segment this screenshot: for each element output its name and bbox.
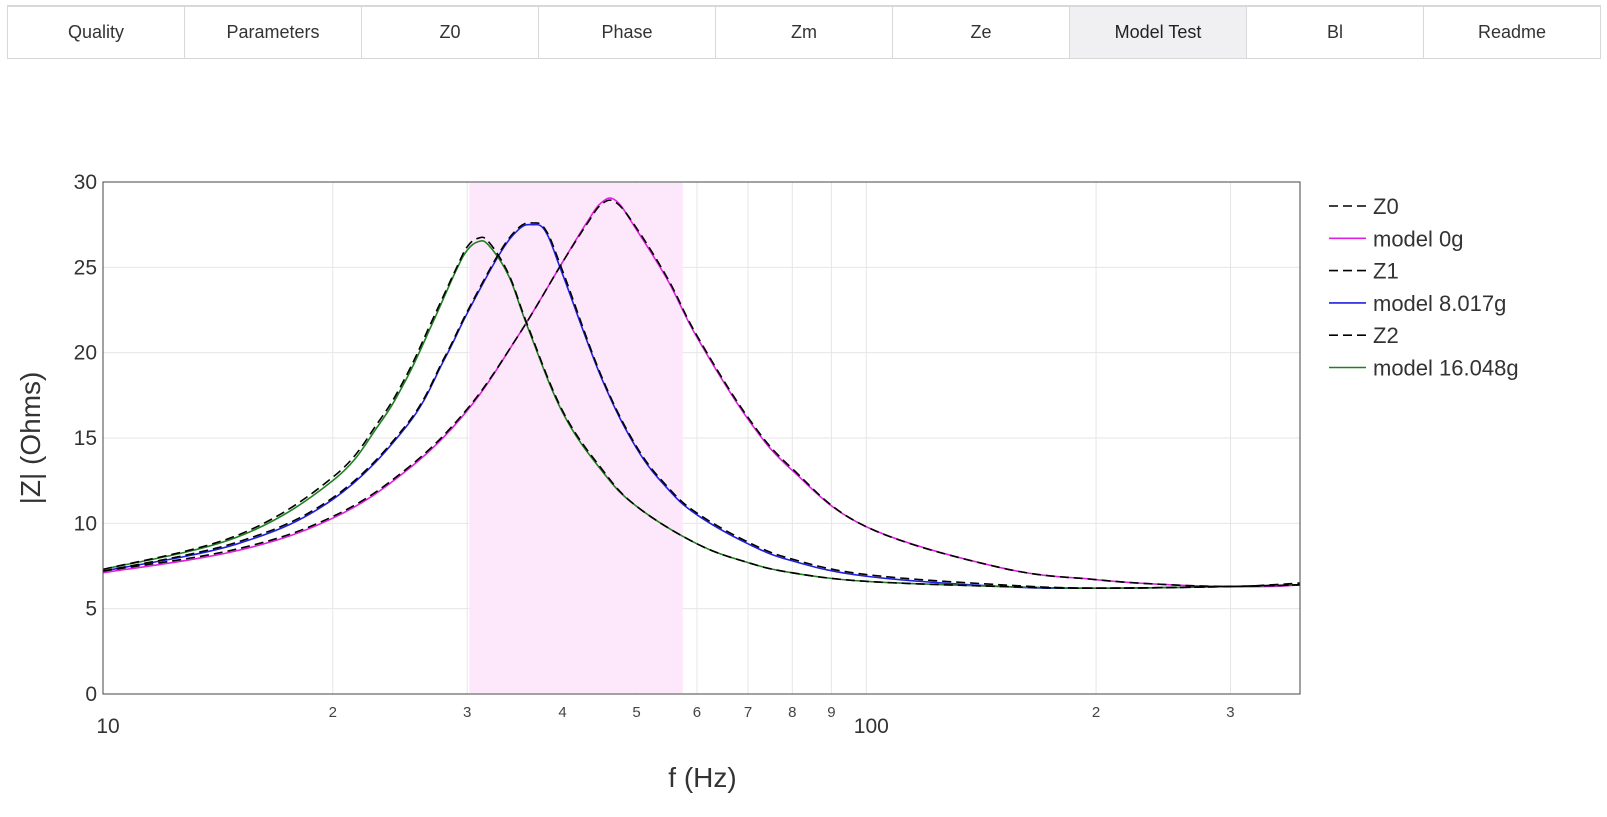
series-line-z1 <box>102 222 1301 590</box>
y-tick-label: 10 <box>74 512 97 535</box>
x-tick-label: 10 <box>96 715 119 738</box>
legend-label: model 8.017g <box>1373 291 1506 316</box>
y-tick-label: 20 <box>74 342 97 365</box>
x-minor-tick-label: 3 <box>463 704 471 721</box>
tab-bar: Quality Parameters Z0 Phase Zm Ze Model Test Bl… <box>7 5 1601 59</box>
y-tick-label: 5 <box>85 598 97 621</box>
series-line-model-8-017g <box>102 223 1301 590</box>
plot-frame <box>102 181 1301 695</box>
tab-ze[interactable]: Ze <box>892 7 1069 58</box>
x-minor-tick-label: 2 <box>1092 704 1100 721</box>
y-tick-label: 30 <box>74 171 97 194</box>
y-tick-label: 15 <box>74 427 97 450</box>
legend: Z0 model 0g Z1 model 8.017g Z2 model 16.048g <box>1329 194 1519 381</box>
tab-phase[interactable]: Phase <box>538 7 715 58</box>
series-line-z0 <box>102 199 1301 588</box>
tab-bl[interactable]: Bl <box>1246 7 1423 58</box>
tab-readme[interactable]: Readme <box>1423 7 1601 58</box>
y-tick-label: 25 <box>74 256 97 279</box>
legend-label: model 16.048g <box>1373 356 1519 381</box>
legend-label: Z2 <box>1373 323 1399 348</box>
x-axis-title: f (Hz) <box>668 762 736 793</box>
x-minor-tick-label: 3 <box>1226 704 1234 721</box>
series-line-model-0g <box>102 197 1301 588</box>
legend-label: model 0g <box>1373 226 1464 251</box>
x-minor-tick-label: 9 <box>827 704 835 721</box>
y-tick-label: 0 <box>85 683 97 706</box>
x-minor-tick-label: 2 <box>329 704 337 721</box>
series-line-z2 <box>102 236 1301 589</box>
x-minor-tick-label: 7 <box>744 704 752 721</box>
x-minor-tick-label: 6 <box>693 704 701 721</box>
x-minor-tick-label: 5 <box>632 704 640 721</box>
legend-label: Z1 <box>1373 259 1399 284</box>
x-minor-tick-label: 8 <box>788 704 796 721</box>
tab-zm[interactable]: Zm <box>715 7 892 58</box>
tab-z0[interactable]: Z0 <box>361 7 538 58</box>
x-tick-label: 100 <box>854 715 889 738</box>
y-axis-title: |Z| (Ohms) <box>15 372 46 505</box>
legend-label: Z0 <box>1373 194 1399 219</box>
tab-quality[interactable]: Quality <box>7 7 184 58</box>
tab-model-test[interactable]: Model Test <box>1069 7 1246 58</box>
tab-parameters[interactable]: Parameters <box>184 7 361 58</box>
x-minor-tick-label: 4 <box>558 704 566 721</box>
